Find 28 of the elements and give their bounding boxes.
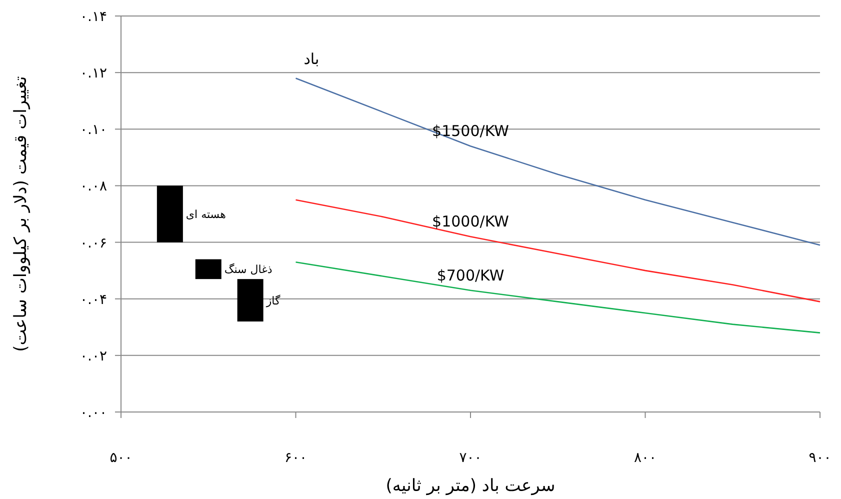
series-label: $1000/KW	[432, 212, 510, 231]
x-tick-label: ۵۰۰	[110, 450, 132, 466]
series-label: هسته ای	[186, 208, 226, 221]
x-tick-label: ۸۰۰	[634, 450, 657, 466]
series-label: گاز	[265, 294, 281, 308]
x-tick-label: ۷۰۰	[459, 450, 482, 466]
x-tick-label: ۹۰۰	[808, 450, 832, 466]
y-tick-label: ۰.۱۴	[80, 9, 107, 25]
y-tick-label: ۰.۰۲	[80, 348, 107, 364]
bar	[195, 259, 222, 280]
x-tick-label: ۶۰۰	[284, 450, 308, 466]
y-tick-label: ۰.۱۰	[80, 122, 107, 138]
series-label: $1500/KW	[432, 122, 510, 140]
line-series	[295, 261, 821, 334]
line-series	[295, 78, 821, 246]
bar	[156, 186, 183, 242]
series-label: ذغال سنگ	[224, 263, 272, 276]
series-label: $700/KW	[436, 266, 504, 284]
annotation: باد	[304, 50, 320, 68]
x-axis-title: سرعت باد (متر بر ثانیه)	[386, 476, 556, 496]
line-series	[295, 199, 821, 302]
y-tick-label: ۰.۰۶	[80, 235, 107, 252]
y-tick-label: ۰.۱۲	[80, 66, 107, 82]
bar	[237, 279, 264, 322]
y-axis-title: تغییرات قیمت (دلار بر کیلووات ساعت)	[11, 76, 31, 352]
y-tick-label: ۰.۰۸	[80, 178, 108, 195]
y-tick-label: ۰.۰۰	[80, 405, 107, 421]
y-tick-label: ۰.۰۴	[80, 292, 107, 308]
